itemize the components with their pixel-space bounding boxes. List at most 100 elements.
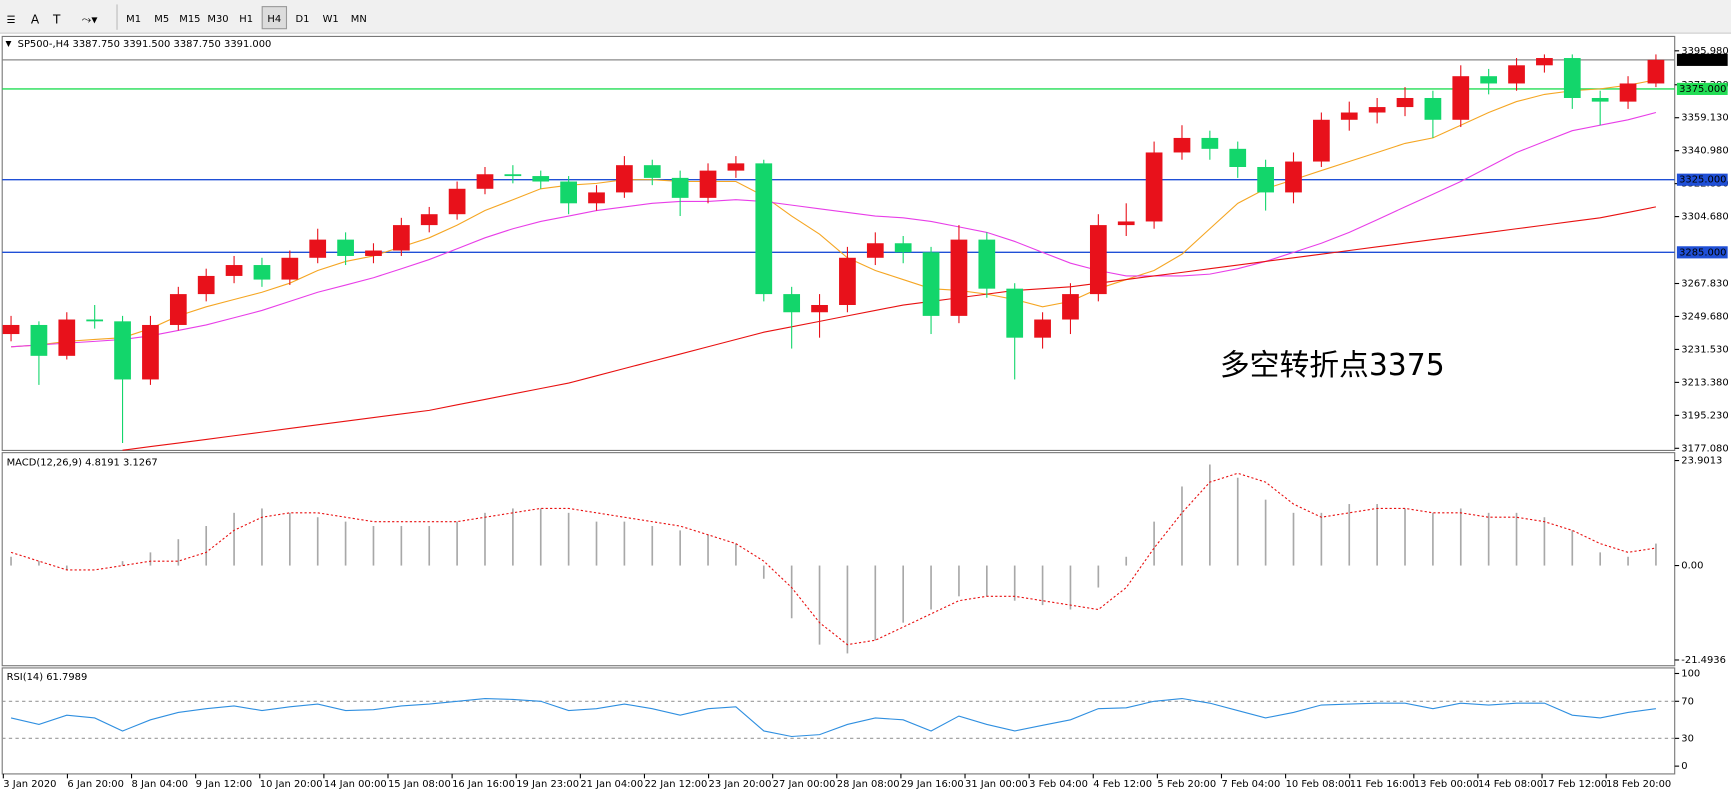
candle-body [30,324,48,356]
candle-body [1201,137,1219,149]
candle-body [699,170,717,198]
y-tick-label: 3267.830 [1681,279,1728,290]
y-tick-label: 3304.680 [1681,212,1728,223]
tool-icon[interactable]: A [31,12,40,26]
price-level-label: 3375.000 [1679,84,1726,95]
candle-body [504,174,522,177]
x-tick-label: 29 Jan 16:00 [901,779,964,790]
candle-body [476,174,494,189]
y-tick-label: 3395.980 [1681,46,1728,57]
x-tick-label: 3 Feb 04:00 [1029,779,1088,790]
price-level-label: 3325.000 [1679,175,1726,186]
x-tick-label: 3 Jan 2020 [3,779,56,790]
candle-body [1089,225,1107,295]
candle-body [1006,288,1024,338]
candle-body [643,165,661,178]
candle-body [1313,119,1330,162]
candle-body [1619,83,1637,102]
price-level-tag [1676,82,1728,95]
candle-body [253,265,271,280]
price-level-tag [1676,53,1728,66]
drawing-tools[interactable]: ☰ A T ⤳▾ [7,12,99,26]
y-tick-label: 23.9013 [1681,456,1722,467]
candle-body [448,188,466,215]
timeframe-button[interactable]: W1 [323,14,339,25]
timeframe-button[interactable]: H1 [239,14,253,25]
active-timeframe [261,6,288,30]
candle-body [114,321,131,380]
x-tick-label: 4 Feb 12:00 [1093,779,1152,790]
moving-average [11,111,1657,348]
candle-body [1145,152,1163,222]
candle-body [309,239,327,258]
y-tick-label: 3231.530 [1681,344,1728,355]
price-level-label: 3391.000 [1679,55,1726,66]
rsi-line [10,697,1657,738]
candle-body [1563,58,1581,98]
candle-body [365,250,382,256]
x-tick-label: 13 Feb 00:00 [1414,779,1479,790]
candle-body [197,275,215,295]
candle-body [727,163,745,171]
candle-body [922,252,940,316]
y-tick-label: 3359.130 [1681,113,1728,124]
timeframe-button[interactable]: M1 [126,14,141,25]
x-tick-label: 14 Feb 08:00 [1478,779,1543,790]
candle-body [978,239,996,289]
x-tick-label: 10 Feb 08:00 [1286,779,1351,790]
candle-body [1591,97,1609,102]
toolbar [0,0,1731,34]
candle-body [86,319,104,322]
candle-body [225,265,243,276]
timeframe-button[interactable]: H4 [267,14,281,25]
y-tick-label: 3177.080 [1681,443,1728,454]
candle-body [950,239,968,316]
x-tick-label: 28 Jan 08:00 [837,779,900,790]
price-panel [1,35,1676,451]
candle-body [588,192,605,204]
rsi-panel [1,667,1676,775]
candle-body [532,176,550,182]
x-tick-label: 11 Feb 16:00 [1350,779,1415,790]
candle-body [1452,76,1470,120]
timeframe-button[interactable]: M5 [154,14,169,25]
y-tick-label: 30 [1681,733,1694,744]
candle-body [1229,148,1247,167]
candle-body [671,177,689,198]
timeframe-button[interactable]: M15 [179,14,200,25]
tool-icon[interactable]: ⤳▾ [82,12,99,26]
candle-body [2,324,20,335]
candle-body [811,304,828,313]
candle-body [392,225,410,251]
x-tick-label: 6 Jan 20:00 [67,779,124,790]
candle-body [1368,107,1386,113]
candle-body [1536,58,1553,66]
candle-body [1173,137,1191,153]
candle-body [1340,112,1358,120]
x-tick-label: 14 Jan 00:00 [324,779,387,790]
candle-body [1062,294,1079,320]
candle-body [866,243,884,258]
candle-body [1508,65,1525,84]
x-tick-label: 15 Jan 08:00 [388,779,451,790]
annotation: 多空转折点3375 [1220,348,1445,383]
candle-body [894,243,912,253]
x-tick-label: 18 Feb 20:00 [1606,779,1671,790]
tool-icon[interactable]: ☰ [7,15,16,26]
collapse-icon: ▼ [6,39,12,48]
y-tick-label: 3340.980 [1681,146,1728,157]
x-tick-label: 31 Jan 00:00 [965,779,1028,790]
x-tick-label: 23 Jan 20:00 [709,779,772,790]
timeframe-button[interactable]: MN [351,14,367,25]
timeframe-button[interactable]: D1 [296,14,310,25]
candle-body [616,165,633,193]
x-tick-label: 9 Jan 12:00 [196,779,253,790]
x-tick-label: 5 Feb 20:00 [1157,779,1216,790]
x-tick-label: 16 Jan 16:00 [452,779,515,790]
y-tick-label: 3195.230 [1681,410,1728,421]
indicator-title: RSI(14) 61.7989 [7,672,88,683]
timeframe-button[interactable]: M30 [207,14,228,25]
tool-icon[interactable]: T [52,12,61,26]
signal-line [10,472,1657,646]
